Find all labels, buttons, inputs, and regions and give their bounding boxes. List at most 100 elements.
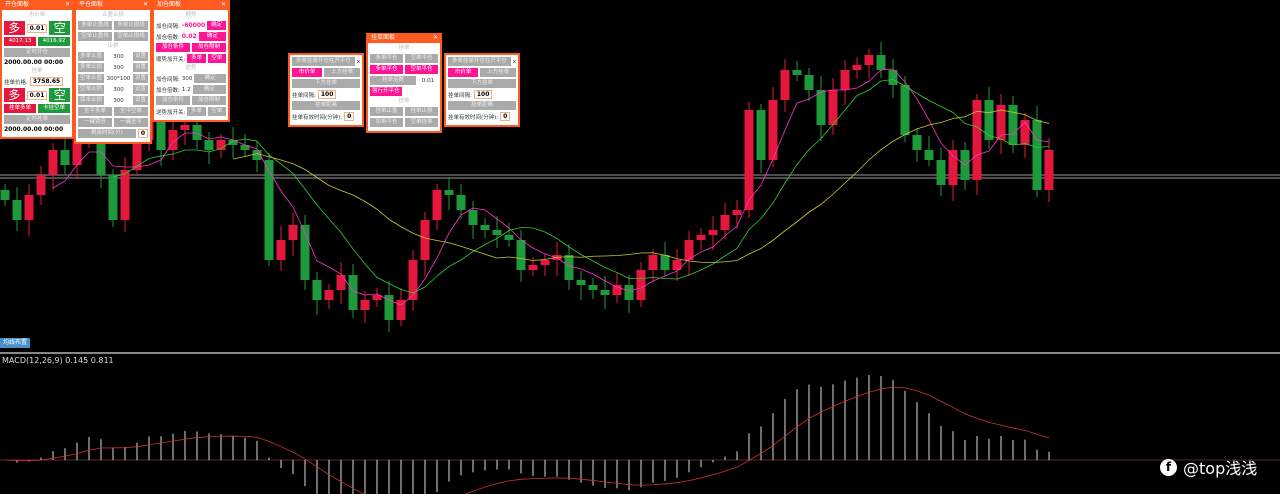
- ok-button[interactable]: 确定: [192, 85, 226, 94]
- panel-title: 加仓面板: [157, 1, 182, 8]
- force-button[interactable]: 强行开平仓: [370, 87, 402, 96]
- pending-buy-button[interactable]: 挂单多单: [4, 104, 36, 113]
- buy-button-2[interactable]: 多: [4, 88, 25, 102]
- ok-button[interactable]: 确定: [194, 74, 226, 83]
- row-value[interactable]: 300: [113, 64, 124, 71]
- candle: [516, 240, 526, 270]
- close-icon[interactable]: ✕: [432, 34, 438, 41]
- candle: [600, 290, 610, 295]
- valid-input[interactable]: 0: [344, 112, 355, 121]
- candle: [324, 290, 334, 300]
- mult-value[interactable]: 1.2: [181, 86, 191, 93]
- pending-button[interactable]: 挂单倍数: [370, 76, 417, 85]
- time-value[interactable]: 2000.00.00 00:00: [4, 59, 64, 66]
- buy-switch[interactable]: 多单: [187, 54, 206, 63]
- close-icon[interactable]: ✕: [142, 1, 148, 8]
- limit-button[interactable]: 加仓限制: [192, 43, 226, 52]
- pending-button[interactable]: 多单平仓: [370, 65, 403, 74]
- row-value[interactable]: 300: [113, 86, 124, 93]
- remain-time-input[interactable]: 0: [137, 129, 148, 138]
- pending-button[interactable]: 挂单止损: [405, 107, 438, 116]
- close-icon[interactable]: ✕: [220, 1, 226, 8]
- pending-button[interactable]: 空单挂单: [405, 118, 438, 127]
- timed-open-button[interactable]: 定时开仓: [4, 48, 70, 57]
- set-button[interactable]: 设置: [132, 85, 148, 94]
- time-value-2[interactable]: 2000.00.00 00:00: [4, 126, 64, 133]
- close-buy-button[interactable]: 全平多单: [78, 107, 112, 116]
- market-button[interactable]: 市价单: [448, 68, 479, 77]
- sell-button-2[interactable]: 空: [49, 88, 70, 102]
- sell-button[interactable]: 空: [49, 21, 70, 35]
- market-button[interactable]: 市价单: [292, 68, 323, 77]
- pending-button[interactable]: 空单平仓: [405, 54, 438, 63]
- candle: [132, 140, 142, 170]
- distance-button[interactable]: 挂单距离: [292, 101, 360, 110]
- buy-switch[interactable]: 多单: [187, 107, 206, 116]
- lot-input[interactable]: 0.01: [26, 23, 48, 33]
- buy-sl-line-button[interactable]: 多单止损线: [114, 21, 148, 30]
- timed-pending-button[interactable]: 定时挂单: [4, 115, 70, 124]
- condition-button[interactable]: 加仓条件: [156, 96, 190, 105]
- set-button[interactable]: 设置: [132, 96, 148, 105]
- header-button[interactable]: 多单挂单开仓在开平仓: [292, 57, 355, 66]
- buy-button[interactable]: 多: [4, 21, 25, 35]
- candle: [24, 195, 34, 220]
- pending-button[interactable]: 多单平仓: [370, 54, 403, 63]
- candle: [660, 255, 670, 270]
- pending-sell-button[interactable]: 卡挂空单: [38, 104, 70, 113]
- sell-switch[interactable]: 空单: [207, 54, 227, 63]
- lot-input-2[interactable]: 0.01: [26, 90, 48, 100]
- close-sell-button[interactable]: 全平空单: [114, 107, 148, 116]
- lock-button[interactable]: 一键锁仓: [78, 118, 112, 127]
- set-button[interactable]: 设置: [132, 52, 148, 61]
- row-value[interactable]: 300*100: [106, 75, 131, 82]
- lot-value[interactable]: 0.01: [421, 77, 435, 84]
- below-button[interactable]: 下方挂单: [292, 79, 360, 88]
- pending-button[interactable]: 空单平仓: [405, 65, 438, 74]
- close-icon[interactable]: x: [512, 58, 516, 65]
- ok-button[interactable]: 确定: [198, 32, 226, 41]
- close-icon[interactable]: ✕: [64, 1, 70, 8]
- gap-input[interactable]: 100: [317, 90, 337, 99]
- candle: [744, 110, 754, 210]
- above-button[interactable]: 上方挂单: [480, 68, 516, 77]
- pending-button[interactable]: 加单平仓: [370, 118, 403, 127]
- candle: [540, 260, 550, 265]
- sell-switch[interactable]: 空单: [207, 107, 227, 116]
- ok-button[interactable]: 确定: [207, 21, 226, 30]
- distance-button[interactable]: 挂单距离: [448, 101, 516, 110]
- price-input[interactable]: 3758.65: [29, 77, 64, 86]
- interval-value[interactable]: -60000: [181, 22, 206, 29]
- candle: [264, 160, 274, 260]
- above-button[interactable]: 上方挂单: [324, 68, 360, 77]
- row-value[interactable]: 300: [113, 97, 124, 104]
- close-all-button[interactable]: 一键全平: [114, 118, 148, 127]
- below-button[interactable]: 下方挂单: [448, 79, 516, 88]
- set-button[interactable]: 设置: [132, 63, 148, 72]
- interval-value[interactable]: 300: [181, 75, 193, 82]
- close-icon[interactable]: x: [356, 58, 360, 65]
- set-button[interactable]: 设置: [132, 74, 148, 83]
- buy-tp-line-button[interactable]: 多单止盈线: [78, 21, 112, 30]
- candle: [360, 300, 370, 310]
- valid-input[interactable]: 0: [500, 112, 511, 121]
- candle: [648, 255, 658, 270]
- remain-time-label: 剩余时间(分): [78, 129, 136, 138]
- candle: [72, 140, 82, 165]
- candle: [180, 125, 190, 130]
- limit-button[interactable]: 加仓限制: [192, 96, 226, 105]
- macd-signal-line: [4, 386, 1050, 494]
- gap-input[interactable]: 100: [473, 90, 493, 99]
- row-value[interactable]: 300: [113, 53, 124, 60]
- pending-button[interactable]: 挂单止盈: [370, 107, 403, 116]
- sell-sl-line-button[interactable]: 空单止损线: [114, 32, 148, 41]
- ma-settings-button[interactable]: 均线布置: [0, 338, 31, 348]
- header-button[interactable]: 多单挂单开仓在开平仓: [448, 57, 511, 66]
- condition-button[interactable]: 加仓条件: [156, 43, 190, 52]
- sell-tp-line-button[interactable]: 空单止盈线: [78, 32, 112, 41]
- candle: [300, 225, 310, 280]
- mult-value[interactable]: 0.02: [181, 33, 197, 40]
- pending-panel: 挂单面板 ✕ 挂单 多单平仓 空单平仓 多单平仓 空单平仓 挂单倍数 0.01 强行开平…: [366, 33, 442, 133]
- candle: [732, 210, 742, 215]
